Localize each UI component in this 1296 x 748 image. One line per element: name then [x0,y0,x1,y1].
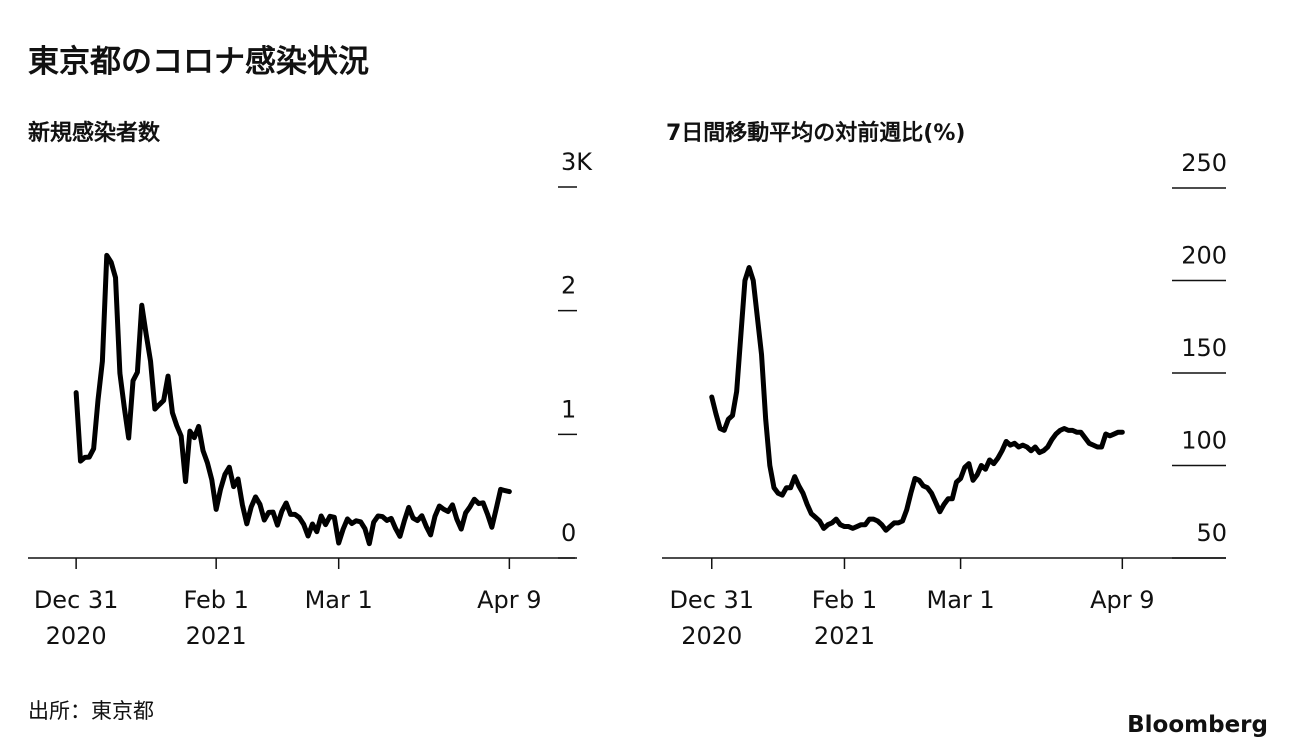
x-tick-label: Mar 1 [305,586,373,614]
y-tick-label: 3K [561,148,593,176]
x-tick-label: Feb 1 [812,586,877,614]
y-tick-label: 150 [1181,334,1227,362]
y-tick-label: 100 [1181,427,1227,455]
y-tick-label: 1 [561,395,576,423]
x-tick-label: 2020 [681,622,742,650]
chart-title: 東京都のコロナ感染状況 [28,44,369,80]
x-tick-label: Dec 31 [669,586,754,614]
x-tick-label: Dec 31 [34,586,119,614]
subtitle: 7日間移動平均の対前週比(%) [666,120,965,146]
x-tick-label: Feb 1 [183,586,248,614]
logo: Bloomberg [1127,712,1268,738]
y-tick-label: 2 [561,272,576,300]
x-tick-label: Apr 9 [477,586,541,614]
x-tick-label: 2021 [186,622,247,650]
y-tick-label: 250 [1181,149,1227,177]
y-tick-label: 50 [1196,519,1227,547]
source: 出所：東京都 [28,699,154,723]
x-tick-label: 2021 [814,622,875,650]
data-line [73,252,512,547]
y-tick-label: 0 [561,519,576,547]
x-tick-label: Mar 1 [926,586,994,614]
data-line [709,265,1125,533]
x-tick-label: Apr 9 [1090,586,1154,614]
y-tick-label: 200 [1181,242,1227,270]
x-tick-label: 2020 [46,622,107,650]
subtitle: 新規感染者数 [28,120,161,146]
